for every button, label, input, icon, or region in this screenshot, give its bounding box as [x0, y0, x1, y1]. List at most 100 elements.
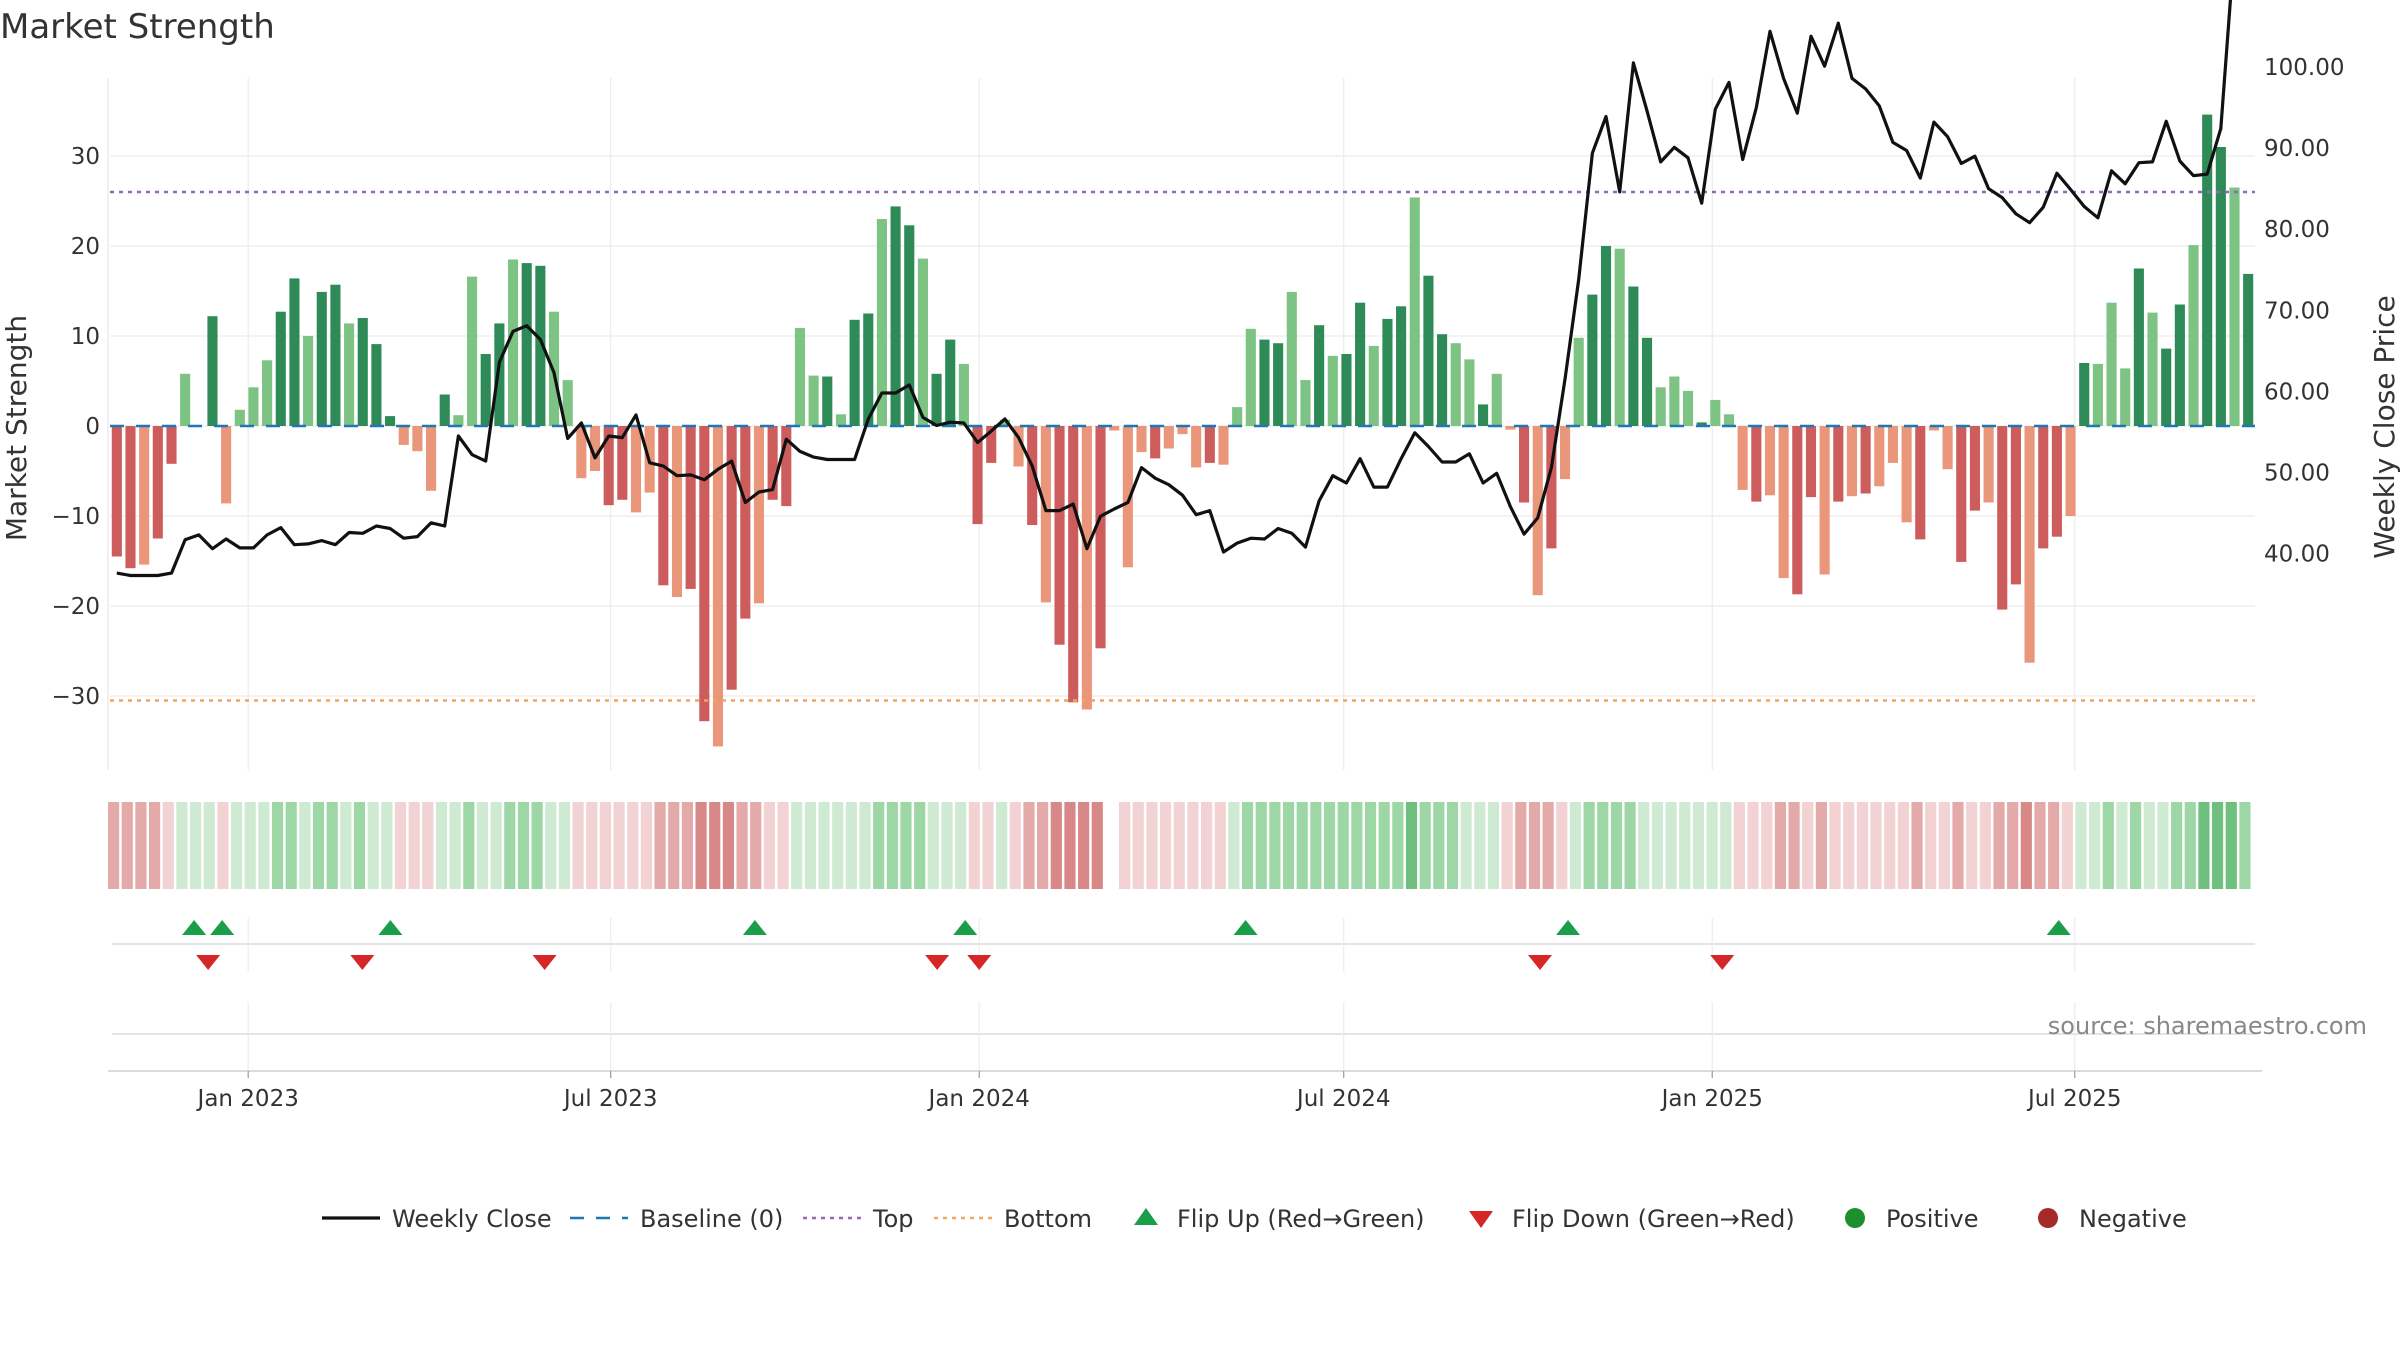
heat-cell [586, 802, 598, 889]
heat-cell [886, 802, 898, 889]
strength-bar [658, 426, 669, 586]
strength-bar [1409, 197, 1420, 426]
heat-cell [2130, 802, 2142, 889]
heat-cell [1856, 802, 1868, 889]
strength-bar [2079, 363, 2090, 426]
strength-bar [1628, 286, 1639, 426]
heat-cell [1966, 802, 1978, 889]
heat-cell [804, 802, 816, 889]
right-tick-label: 90.00 [2264, 136, 2330, 162]
heat-cell [941, 802, 953, 889]
heat-cell [203, 802, 215, 889]
heat-cell [1282, 802, 1295, 889]
legend-label: Baseline (0) [640, 1205, 783, 1233]
strength-bar [1751, 426, 1762, 502]
strength-bar [794, 327, 806, 426]
legend-item: Negative [2038, 1205, 2187, 1233]
heat-cell [353, 802, 366, 889]
strength-bar [1942, 426, 1953, 470]
heat-cell [2048, 802, 2060, 889]
strength-bar [275, 311, 286, 426]
strength-bar [603, 426, 614, 506]
strength-bar [221, 426, 232, 504]
right-tick-label: 80.00 [2264, 217, 2330, 243]
strength-bar [1587, 294, 1598, 426]
strength-bar [1437, 334, 1448, 426]
heat-cell [927, 802, 939, 889]
heat-cell [558, 802, 571, 889]
strength-bar [1040, 426, 1051, 603]
strength-bar [166, 426, 177, 464]
legend-swatch [1469, 1211, 1493, 1228]
strength-bar [1109, 426, 1120, 431]
heat-cell [1610, 802, 1623, 889]
left-axis-label: Market Strength [0, 315, 33, 541]
strength-bar [180, 373, 191, 426]
heat-cell [2089, 802, 2101, 889]
heat-cell [1528, 802, 1541, 889]
strength-bar [1191, 426, 1202, 468]
strength-bar [1915, 426, 1926, 540]
left-tick-label: 0 [85, 414, 100, 440]
heat-cell [148, 802, 161, 889]
heat-cell [1638, 802, 1650, 889]
strength-bar [1792, 426, 1803, 595]
strength-bar [1163, 426, 1174, 449]
strength-bar [2051, 426, 2062, 537]
heat-cell [640, 802, 652, 889]
strength-bar [2147, 312, 2158, 426]
heat-cell [121, 802, 133, 889]
heat-cell [1938, 802, 1950, 889]
strength-bar [1846, 426, 1858, 497]
heat-cell [1515, 802, 1527, 889]
strength-bar [111, 426, 122, 557]
strength-bar [945, 339, 956, 426]
flip-up-marker [378, 920, 403, 935]
heat-cell [1556, 802, 1568, 889]
heat-cell [2198, 802, 2210, 889]
heat-cell [1651, 802, 1664, 889]
strength-bar [671, 426, 683, 597]
strength-bar [576, 426, 587, 479]
strength-bar [863, 313, 874, 426]
heat-cell [2157, 802, 2169, 889]
heat-cell [845, 802, 857, 889]
strength-bar [2024, 426, 2035, 663]
strength-bar [972, 426, 983, 525]
heat-cell [1993, 802, 2005, 889]
heat-cell [1829, 802, 1841, 889]
heat-cell [217, 802, 229, 889]
strength-bar [480, 354, 491, 426]
heat-cell [449, 802, 461, 889]
strength-bar [1259, 339, 1270, 426]
heat-cell [1255, 802, 1267, 889]
left-tick-label: 10 [71, 324, 100, 350]
right-axis-label: Weekly Close Price [2368, 295, 2400, 558]
heat-cell [1774, 802, 1786, 889]
heat-cell [1050, 802, 1062, 889]
heat-cell [1665, 802, 1677, 889]
heat-cell [367, 802, 379, 889]
strength-bar [1778, 426, 1789, 579]
strength-bar [1901, 426, 1912, 523]
strength-bar [1956, 426, 1967, 562]
strength-bar [1710, 399, 1721, 426]
legend-label: Top [872, 1205, 914, 1233]
strength-bar [316, 291, 327, 426]
flip-down-marker [1528, 955, 1552, 970]
heat-cell [613, 802, 625, 889]
strength-bar [1682, 390, 1694, 426]
strength-bar [398, 426, 409, 445]
heat-cell [1952, 802, 1964, 889]
heat-cell [1761, 802, 1773, 889]
heat-cell [900, 802, 912, 889]
strength-bar [1068, 426, 1079, 703]
x-tick-label: Jan 2023 [196, 1086, 299, 1112]
heat-cell [1843, 802, 1855, 889]
heat-cell [1132, 802, 1144, 889]
strength-bar [1423, 275, 1434, 426]
heat-cell [408, 802, 420, 889]
heat-cell [340, 802, 352, 889]
strength-bar [1874, 426, 1885, 487]
